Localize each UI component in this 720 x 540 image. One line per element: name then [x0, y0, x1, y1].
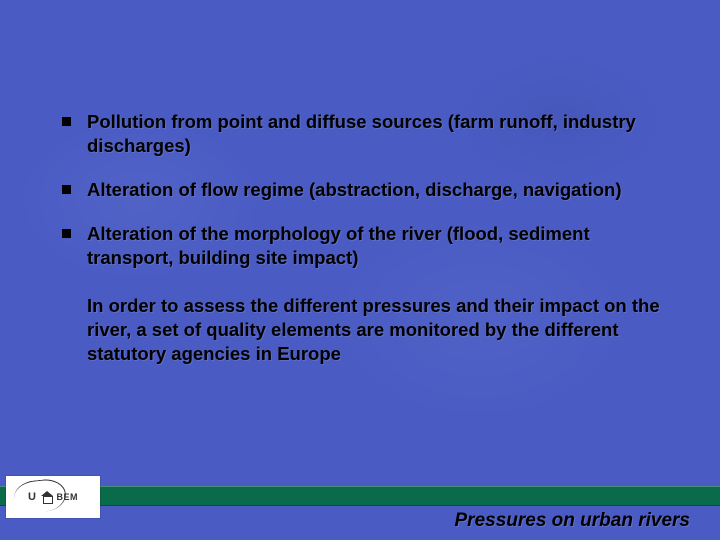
footer-title: Pressures on urban rivers	[455, 510, 691, 532]
bullet-item: Alteration of the morphology of the rive…	[62, 222, 674, 270]
bullet-marker-icon	[62, 185, 71, 194]
bullet-item: Alteration of flow regime (abstraction, …	[62, 178, 674, 202]
summary-block: In order to assess the different pressur…	[87, 294, 674, 366]
footer-bar	[0, 486, 720, 506]
summary-text: In order to assess the different pressur…	[87, 294, 674, 366]
logo-right-text: BEM	[56, 492, 78, 502]
slide: Pollution from point and diffuse sources…	[0, 0, 720, 540]
bullet-marker-icon	[62, 117, 71, 126]
logo: U BEM	[6, 476, 100, 518]
bullet-marker-icon	[62, 229, 71, 238]
bullet-text: Pollution from point and diffuse sources…	[87, 110, 674, 158]
bullet-text: Alteration of flow regime (abstraction, …	[87, 178, 674, 202]
bullet-text: Alteration of the morphology of the rive…	[87, 222, 674, 270]
content-area: Pollution from point and diffuse sources…	[62, 110, 674, 366]
house-icon	[41, 491, 53, 503]
bullet-item: Pollution from point and diffuse sources…	[62, 110, 674, 158]
logo-left-text: U	[28, 491, 36, 503]
